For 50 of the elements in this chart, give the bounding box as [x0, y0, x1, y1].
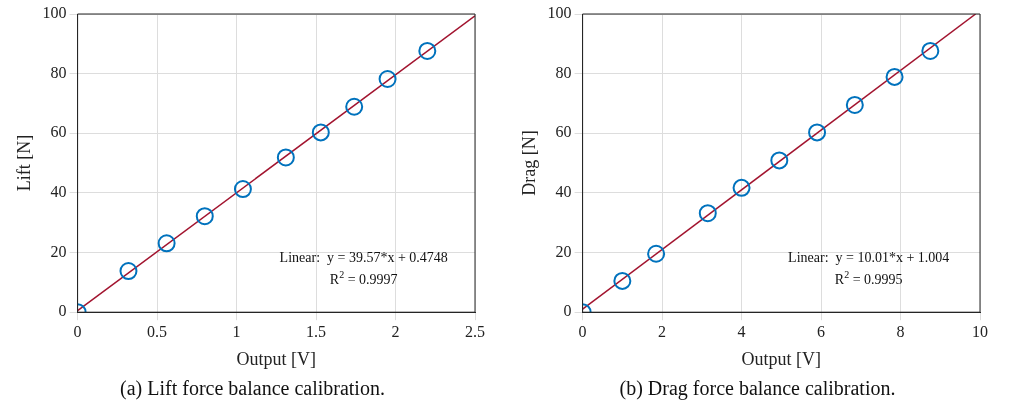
- x-tick-label: 2: [658, 323, 667, 340]
- point: [119, 262, 138, 281]
- annotation: Linear: y = 39.57*x + 0.4748: [279, 249, 448, 265]
- point: [195, 207, 214, 226]
- point: [647, 244, 666, 263]
- point: [885, 67, 904, 86]
- y-tick-label: 100: [547, 4, 572, 22]
- x-tick-label: 0: [578, 323, 587, 340]
- point: [378, 70, 397, 89]
- point: [311, 123, 330, 142]
- point: [698, 204, 717, 223]
- point: [233, 180, 252, 199]
- x-tick-label: 6: [817, 323, 826, 340]
- x-tick-label: 10: [972, 323, 988, 340]
- x-axis-title: Output [V]: [741, 348, 822, 369]
- text: (a) Lift force balance calibration.: [119, 377, 386, 400]
- x-tick-label: 0: [73, 323, 82, 340]
- point: [770, 151, 789, 170]
- point: [732, 178, 751, 197]
- y-tick-label: 40: [555, 183, 572, 201]
- x-tick-label: 2.5: [465, 323, 485, 340]
- point: [345, 97, 364, 116]
- y-tick-label: 60: [50, 123, 67, 141]
- x-tick-label: 0.5: [147, 323, 168, 340]
- x-tick-label: 1: [232, 323, 241, 340]
- y-tick-label: 0: [563, 302, 572, 320]
- x-tick-label: 1.5: [306, 323, 327, 340]
- x-tick-label: 4: [737, 323, 746, 340]
- text: (b) Drag force balance calibration.: [618, 377, 897, 400]
- annotation: Linear: y = 10.01*x + 1.004: [788, 249, 950, 265]
- x-axis-title: Output [V]: [236, 348, 317, 369]
- point: [921, 41, 940, 60]
- y-tick-label: 60: [555, 123, 572, 141]
- y-axis-title: Lift [N]: [13, 134, 34, 192]
- x-tick-label: 8: [896, 323, 905, 340]
- point: [418, 41, 437, 60]
- point: [613, 271, 632, 290]
- y-tick-label: 40: [50, 183, 67, 201]
- point: [808, 123, 827, 142]
- y-tick-label: 0: [58, 302, 67, 320]
- point: [157, 234, 176, 253]
- y-tick-label: 80: [555, 63, 572, 81]
- point: [276, 148, 295, 167]
- y-axis-title: Drag [N]: [518, 130, 539, 196]
- y-tick-label: 80: [50, 63, 67, 81]
- y-tick-label: 100: [42, 4, 67, 22]
- point: [845, 95, 864, 114]
- x-tick-label: 2: [391, 323, 400, 340]
- y-tick-label: 20: [555, 242, 572, 260]
- y-tick-label: 20: [50, 242, 67, 260]
